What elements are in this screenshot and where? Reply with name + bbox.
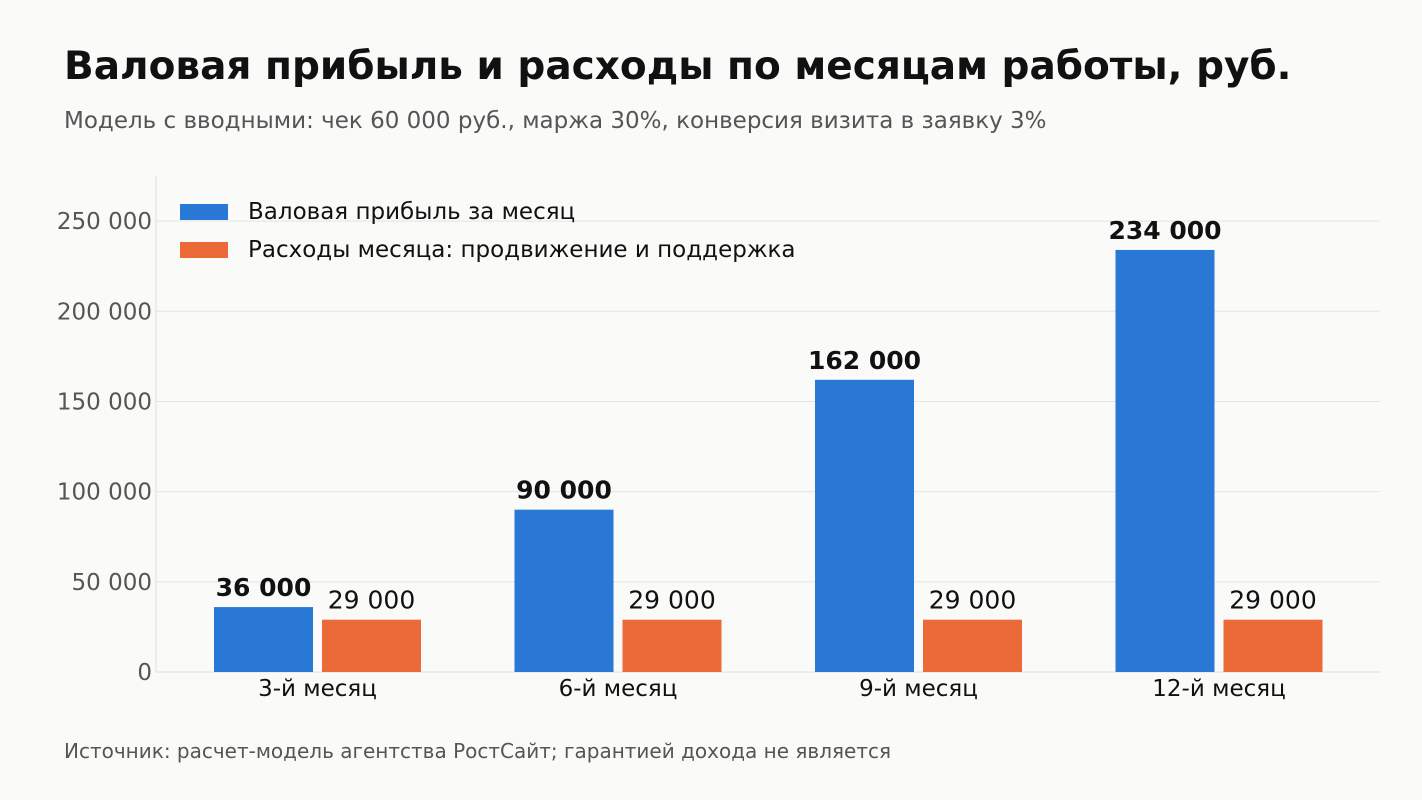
bar <box>622 619 722 672</box>
data-label: 234 000 <box>1108 216 1221 245</box>
legend-label-gross-profit: Валовая прибыль за месяц <box>248 199 576 225</box>
y-tick-label: 50 000 <box>72 570 152 596</box>
bar <box>815 379 914 672</box>
y-tick-label: 200 000 <box>57 299 152 325</box>
source-note: Источник: расчет-модель агентства РостСа… <box>64 739 892 763</box>
bar <box>514 509 614 672</box>
data-label: 29 000 <box>328 586 415 615</box>
data-label: 90 000 <box>516 476 612 505</box>
x-tick-label: 9-й месяц <box>859 676 978 702</box>
y-tick-label: 250 000 <box>57 209 152 235</box>
data-label: 29 000 <box>1229 586 1316 615</box>
chart-title: Валовая прибыль и расходы по месяцам раб… <box>64 44 1292 89</box>
legend-swatch-expenses <box>180 242 228 258</box>
x-tick-label: 6-й месяц <box>559 676 678 702</box>
bar <box>1223 619 1323 672</box>
y-tick-label: 0 <box>137 660 152 686</box>
bar <box>923 619 1022 672</box>
x-tick-label: 3-й месяц <box>258 676 377 702</box>
bar <box>1115 249 1215 672</box>
data-label: 29 000 <box>929 586 1016 615</box>
legend-item-gross-profit: Валовая прибыль за месяц <box>180 193 796 231</box>
data-label: 162 000 <box>808 346 921 375</box>
data-label: 29 000 <box>628 586 715 615</box>
y-tick-label: 100 000 <box>57 480 152 506</box>
legend-item-expenses: Расходы месяца: продвижение и поддержка <box>180 231 796 269</box>
chart-subtitle: Модель с вводными: чек 60 000 руб., марж… <box>64 108 1047 134</box>
data-label: 36 000 <box>216 573 312 602</box>
x-tick-label: 12-й месяц <box>1152 676 1285 702</box>
legend: Валовая прибыль за месяц Расходы месяца:… <box>180 193 796 269</box>
legend-label-expenses: Расходы месяца: продвижение и поддержка <box>248 237 796 263</box>
y-tick-label: 150 000 <box>57 389 152 415</box>
bar <box>322 619 421 672</box>
bar <box>214 607 313 672</box>
legend-swatch-gross-profit <box>180 204 228 220</box>
